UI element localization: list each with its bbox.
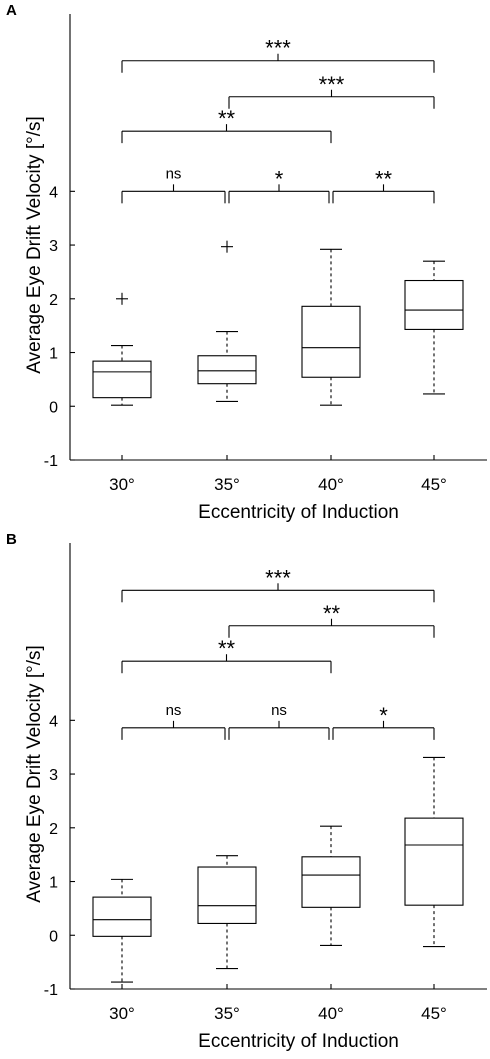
box-iqr bbox=[404, 279, 464, 330]
significance-label: ns bbox=[166, 165, 182, 182]
x-tick-label: 40° bbox=[318, 1004, 344, 1023]
significance-label: * bbox=[379, 703, 388, 728]
box-iqr bbox=[197, 866, 257, 924]
significance-label: * bbox=[275, 166, 284, 191]
x-tick-label: 45° bbox=[421, 1004, 447, 1023]
y-tick-label: 0 bbox=[49, 928, 58, 945]
significance-label: *** bbox=[265, 36, 291, 61]
y-tick-label: 1 bbox=[49, 346, 58, 363]
box-iqr bbox=[92, 896, 152, 937]
y-tick-label: 3 bbox=[49, 238, 58, 255]
significance-label: ** bbox=[218, 106, 236, 131]
panel-label: B bbox=[6, 531, 17, 548]
y-tick-label: 4 bbox=[49, 184, 58, 201]
y-tick-label: 2 bbox=[49, 292, 58, 309]
y-tick-label: 1 bbox=[49, 875, 58, 892]
y-tick-label: 4 bbox=[49, 713, 58, 730]
panel-label: A bbox=[6, 2, 17, 19]
box-iqr bbox=[301, 305, 361, 378]
significance-label: ns bbox=[166, 702, 182, 719]
significance-label: ** bbox=[323, 601, 341, 626]
box-iqr bbox=[92, 360, 152, 399]
y-tick-label: -1 bbox=[44, 453, 58, 470]
x-axis-title: Eccentricity of Induction bbox=[198, 1031, 399, 1052]
y-axis-title: Average Eye Drift Velocity [°/s] bbox=[24, 645, 45, 903]
y-tick-label: 0 bbox=[49, 399, 58, 416]
significance-label: ns bbox=[271, 702, 287, 719]
y-tick-label: 2 bbox=[49, 821, 58, 838]
box-iqr bbox=[404, 817, 464, 906]
x-tick-label: 45° bbox=[421, 475, 447, 494]
significance-label: *** bbox=[319, 72, 345, 97]
x-tick-label: 35° bbox=[214, 475, 240, 494]
y-tick-label: 3 bbox=[49, 767, 58, 784]
x-tick-label: 40° bbox=[318, 475, 344, 494]
panel-b: B -1 0 1 2 3 4 30° 35° 40° 45° Eccentricity of Ind… bbox=[0, 529, 490, 1059]
significance-label: ** bbox=[218, 636, 236, 661]
x-tick-label: 30° bbox=[109, 1004, 135, 1023]
y-axis-title: Average Eye Drift Velocity [°/s] bbox=[24, 116, 45, 374]
panel-a: A -1 0 1 2 3 4 30° 35° 40° 45° Eccentricity of Ind… bbox=[6, 2, 487, 523]
x-tick-label: 30° bbox=[109, 475, 135, 494]
box-iqr bbox=[197, 355, 257, 385]
x-tick-label: 35° bbox=[214, 1004, 240, 1023]
x-axis-title: Eccentricity of Induction bbox=[198, 502, 399, 523]
box-plot-a: -1 0 1 2 3 4 30° 35° 40° 45° Eccentricity of Induc… bbox=[24, 14, 487, 523]
box-iqr bbox=[301, 856, 361, 908]
significance-label: *** bbox=[265, 565, 291, 590]
y-tick-label: -1 bbox=[44, 982, 58, 999]
box-plot-b: -1 0 1 2 3 4 30° 35° 40° 45° Eccentricity of Induc… bbox=[24, 543, 487, 1052]
significance-label: ** bbox=[375, 166, 393, 191]
